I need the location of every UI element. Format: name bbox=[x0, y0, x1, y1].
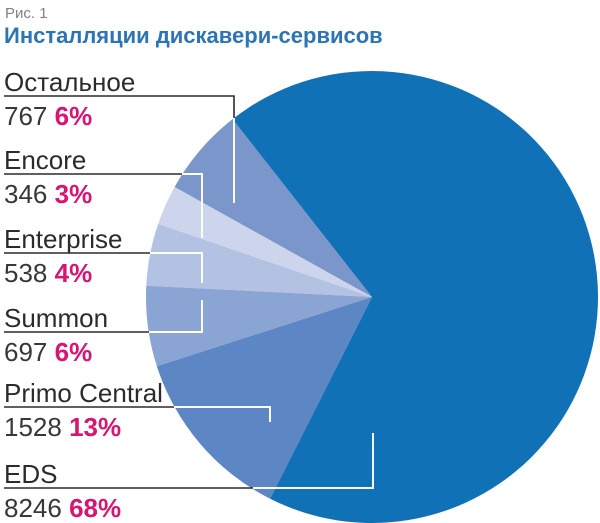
pie-slice-other bbox=[174, 119, 372, 298]
callout-line-inner-enterprise bbox=[150, 252, 203, 283]
slice-name: Primo Central bbox=[4, 378, 163, 408]
pie-slice-eds bbox=[232, 70, 599, 523]
slice-value: 346 bbox=[4, 179, 48, 209]
slice-label-primo-central: Primo Central 1528 13% bbox=[4, 378, 163, 441]
callout-line-inner-primo-central bbox=[174, 406, 271, 422]
slice-valueline: 8246 68% bbox=[4, 495, 121, 521]
slice-label-other: Остальное 767 6% bbox=[4, 67, 136, 130]
slice-label-encore: Encore 346 3% bbox=[4, 145, 92, 208]
slice-percent: 68% bbox=[69, 493, 122, 523]
slice-value: 1528 bbox=[4, 412, 62, 442]
slice-percent: 4% bbox=[54, 258, 93, 288]
slice-value: 538 bbox=[4, 258, 48, 288]
figure-title: Инсталляции дискавери-сервисов bbox=[4, 23, 383, 48]
slice-value: 697 bbox=[4, 337, 48, 367]
slice-percent: 6% bbox=[54, 101, 93, 131]
pie-slice-encore bbox=[158, 187, 372, 297]
callout-line-inner-summon bbox=[149, 300, 203, 333]
slice-label-enterprise: Enterprise 538 4% bbox=[4, 224, 123, 287]
slice-valueline: 767 6% bbox=[4, 103, 135, 129]
callout-line-inner-eds bbox=[253, 433, 374, 489]
slice-name: EDS bbox=[4, 459, 58, 489]
slice-name: Остальное bbox=[4, 67, 136, 97]
slice-value: 767 bbox=[4, 101, 48, 131]
pie-slice-primo-central bbox=[156, 297, 372, 499]
slice-valueline: 1528 13% bbox=[4, 414, 163, 440]
slice-name: Enterprise bbox=[4, 224, 123, 254]
slice-valueline: 697 6% bbox=[4, 339, 108, 365]
slice-valueline: 346 3% bbox=[4, 181, 92, 207]
slice-valueline: 538 4% bbox=[4, 260, 123, 286]
callout-line-other bbox=[4, 95, 235, 118]
slice-value: 8246 bbox=[4, 493, 62, 523]
slice-label-eds: EDS 8246 68% bbox=[4, 459, 121, 522]
slice-label-summon: Summon 697 6% bbox=[4, 303, 109, 366]
slice-percent: 13% bbox=[69, 412, 122, 442]
figure-caption: Рис. 1 bbox=[5, 5, 48, 22]
callout-line-inner-encore bbox=[182, 173, 203, 238]
slice-name: Encore bbox=[4, 145, 87, 175]
slice-name: Summon bbox=[4, 303, 109, 333]
slice-percent: 6% bbox=[54, 337, 93, 367]
slice-percent: 3% bbox=[54, 179, 93, 209]
